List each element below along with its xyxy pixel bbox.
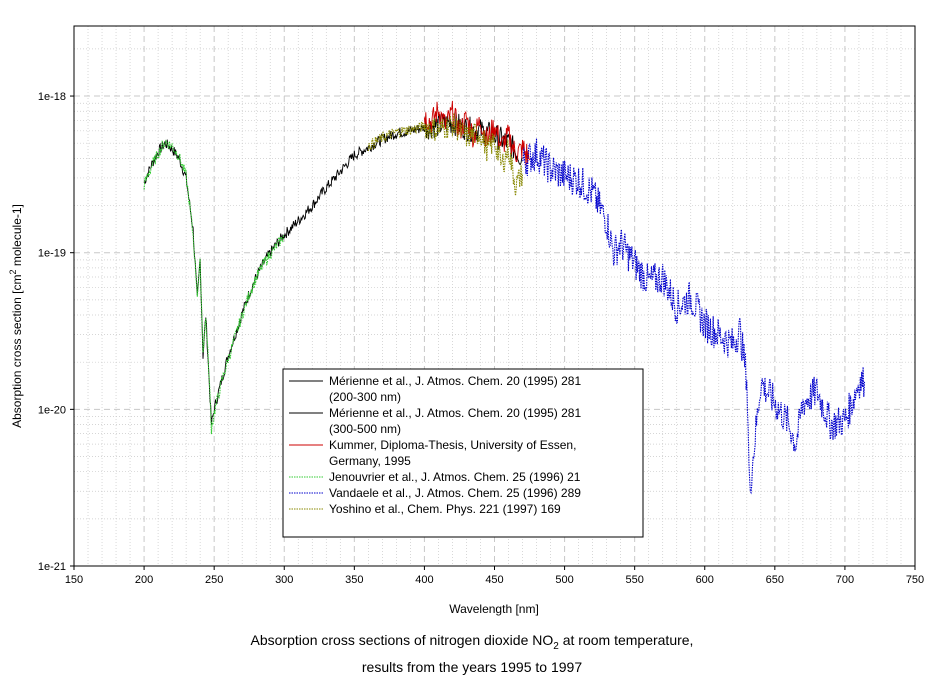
series-line-3	[423, 100, 530, 166]
caption-line-1-text: Absorption cross sections of nitrogen di…	[250, 632, 554, 648]
x-axis-ticks: 150 200 250 300 350 400 450 500 550 600 650 700 750	[65, 566, 924, 586]
x-axis-label: Wavelength [nm]	[449, 602, 539, 616]
legend-entry-line: (300-500 nm)	[329, 422, 401, 436]
legend-entry-line: Yoshino et al., Chem. Phys. 221 (1997) 1…	[329, 502, 561, 516]
y-axis-label-superscript: 2	[8, 269, 18, 274]
x-tick-label: 600	[696, 574, 714, 586]
y-tick-label: 1e-19	[38, 248, 66, 260]
x-tick-label: 450	[485, 574, 503, 586]
series-line-5	[522, 138, 866, 495]
x-tick-label: 300	[275, 574, 293, 586]
series-line-4	[143, 139, 285, 435]
x-tick-label: 350	[345, 574, 363, 586]
x-tick-label: 150	[65, 574, 83, 586]
legend-box	[282, 368, 644, 538]
legend-entry-line: Kummer, Diploma-Thesis, University of Es…	[329, 438, 576, 452]
legend-entry-2: Mérienne et al., J. Atmos. Chem. 20 (199…	[329, 406, 581, 436]
y-axis-ticks: 1e-21 1e-20 1e-19 1e-18	[38, 91, 74, 573]
y-axis-label: Absorption cross section [cm2 molecule-1…	[8, 204, 24, 428]
legend-entry-line: Germany, 1995	[329, 454, 411, 468]
legend-entry-5: Vandaele et al., J. Atmos. Chem. 25 (199…	[329, 486, 581, 500]
series-layer	[143, 100, 866, 495]
x-tick-label: 700	[836, 574, 854, 586]
chart-caption: Absorption cross sections of nitrogen di…	[0, 630, 944, 678]
legend-entry-1: Mérienne et al., J. Atmos. Chem. 20 (199…	[329, 374, 581, 404]
x-tick-label: 400	[415, 574, 433, 586]
caption-line-1-end: at room temperature,	[558, 632, 694, 648]
legend-entry-6: Yoshino et al., Chem. Phys. 221 (1997) 1…	[329, 502, 561, 516]
legend-entry-3: Kummer, Diploma-Thesis, University of Es…	[329, 438, 576, 468]
y-tick-label: 1e-20	[38, 404, 66, 416]
legend-entry-line: Jenouvrier et al., J. Atmos. Chem. 25 (1…	[329, 470, 581, 484]
legend-entry-line: (200-300 nm)	[329, 390, 401, 404]
legend-entry-line: Mérienne et al., J. Atmos. Chem. 20 (199…	[329, 406, 581, 420]
grid-lines	[74, 26, 915, 566]
x-tick-label: 250	[205, 574, 223, 586]
y-axis-label-unit: molecule-1]	[10, 204, 24, 269]
legend-entry-line: Vandaele et al., J. Atmos. Chem. 25 (199…	[329, 486, 581, 500]
x-tick-label: 200	[135, 574, 153, 586]
caption-subscript: 2	[553, 640, 559, 652]
caption-line-2: results from the years 1995 to 1997	[361, 658, 583, 675]
series-line-6	[367, 113, 524, 196]
y-tick-label: 1e-21	[38, 561, 66, 573]
caption-line-1: Absorption cross sections of nitrogen di…	[0, 630, 944, 657]
y-axis-label-main: Absorption cross section [cm	[10, 274, 24, 427]
series-line-2	[283, 111, 523, 239]
x-tick-label: 650	[766, 574, 784, 586]
legend-entry-4: Jenouvrier et al., J. Atmos. Chem. 25 (1…	[329, 470, 581, 484]
legend-entry-line: Mérienne et al., J. Atmos. Chem. 20 (199…	[329, 374, 581, 388]
x-tick-label: 550	[625, 574, 643, 586]
x-tick-label: 500	[555, 574, 573, 586]
legend: Mérienne et al., J. Atmos. Chem. 20 (199…	[282, 368, 644, 538]
y-tick-label: 1e-18	[38, 91, 66, 103]
x-tick-label: 750	[906, 574, 924, 586]
